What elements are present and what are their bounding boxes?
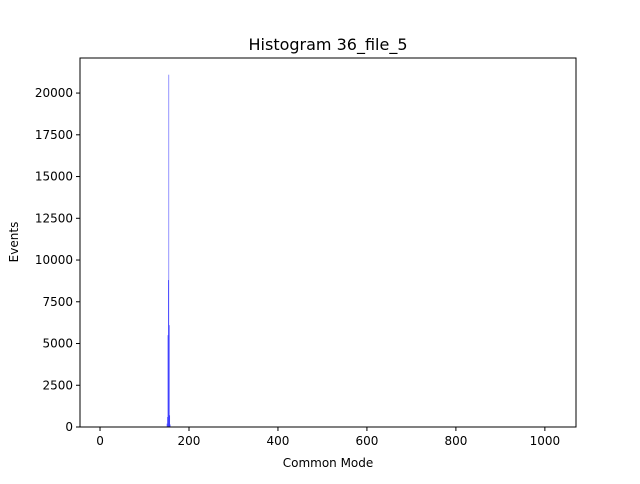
y-tick-label: 0: [65, 420, 73, 434]
x-tick-label: 400: [267, 434, 290, 448]
y-tick-label: 20000: [35, 86, 73, 100]
bars-layer: [166, 74, 171, 427]
histogram-bar: [167, 335, 169, 427]
x-axis-label: Common Mode: [283, 456, 374, 470]
x-tick-label: 600: [355, 434, 378, 448]
histogram-bar: [168, 325, 170, 427]
histogram-bar: [168, 74, 170, 427]
x-tick-label: 0: [96, 434, 104, 448]
y-tick-label: 15000: [35, 170, 73, 184]
y-tick-label: 5000: [42, 337, 73, 351]
x-axis: 0 200 400 600 800 1000: [96, 427, 560, 448]
y-axis-label: Events: [7, 222, 21, 263]
x-tick-label: 200: [178, 434, 201, 448]
x-tick-label: 1000: [530, 434, 561, 448]
x-tick-label: 800: [444, 434, 467, 448]
histogram-bar: [166, 423, 168, 427]
chart-title: Histogram 36_file_5: [249, 35, 408, 55]
histogram-bar: [169, 415, 171, 427]
y-axis: 0 2500 5000 7500 10000 12500 15000 17500 20000: [35, 86, 80, 434]
y-tick-label: 12500: [35, 211, 73, 225]
histogram-bar: [169, 424, 171, 427]
y-tick-label: 2500: [42, 378, 73, 392]
y-tick-label: 17500: [35, 128, 73, 142]
plot-frame: [79, 57, 577, 428]
y-tick-label: 7500: [42, 295, 73, 309]
histogram-bar: [168, 280, 169, 427]
y-tick-label: 10000: [35, 253, 73, 267]
histogram-bar: [167, 416, 168, 427]
